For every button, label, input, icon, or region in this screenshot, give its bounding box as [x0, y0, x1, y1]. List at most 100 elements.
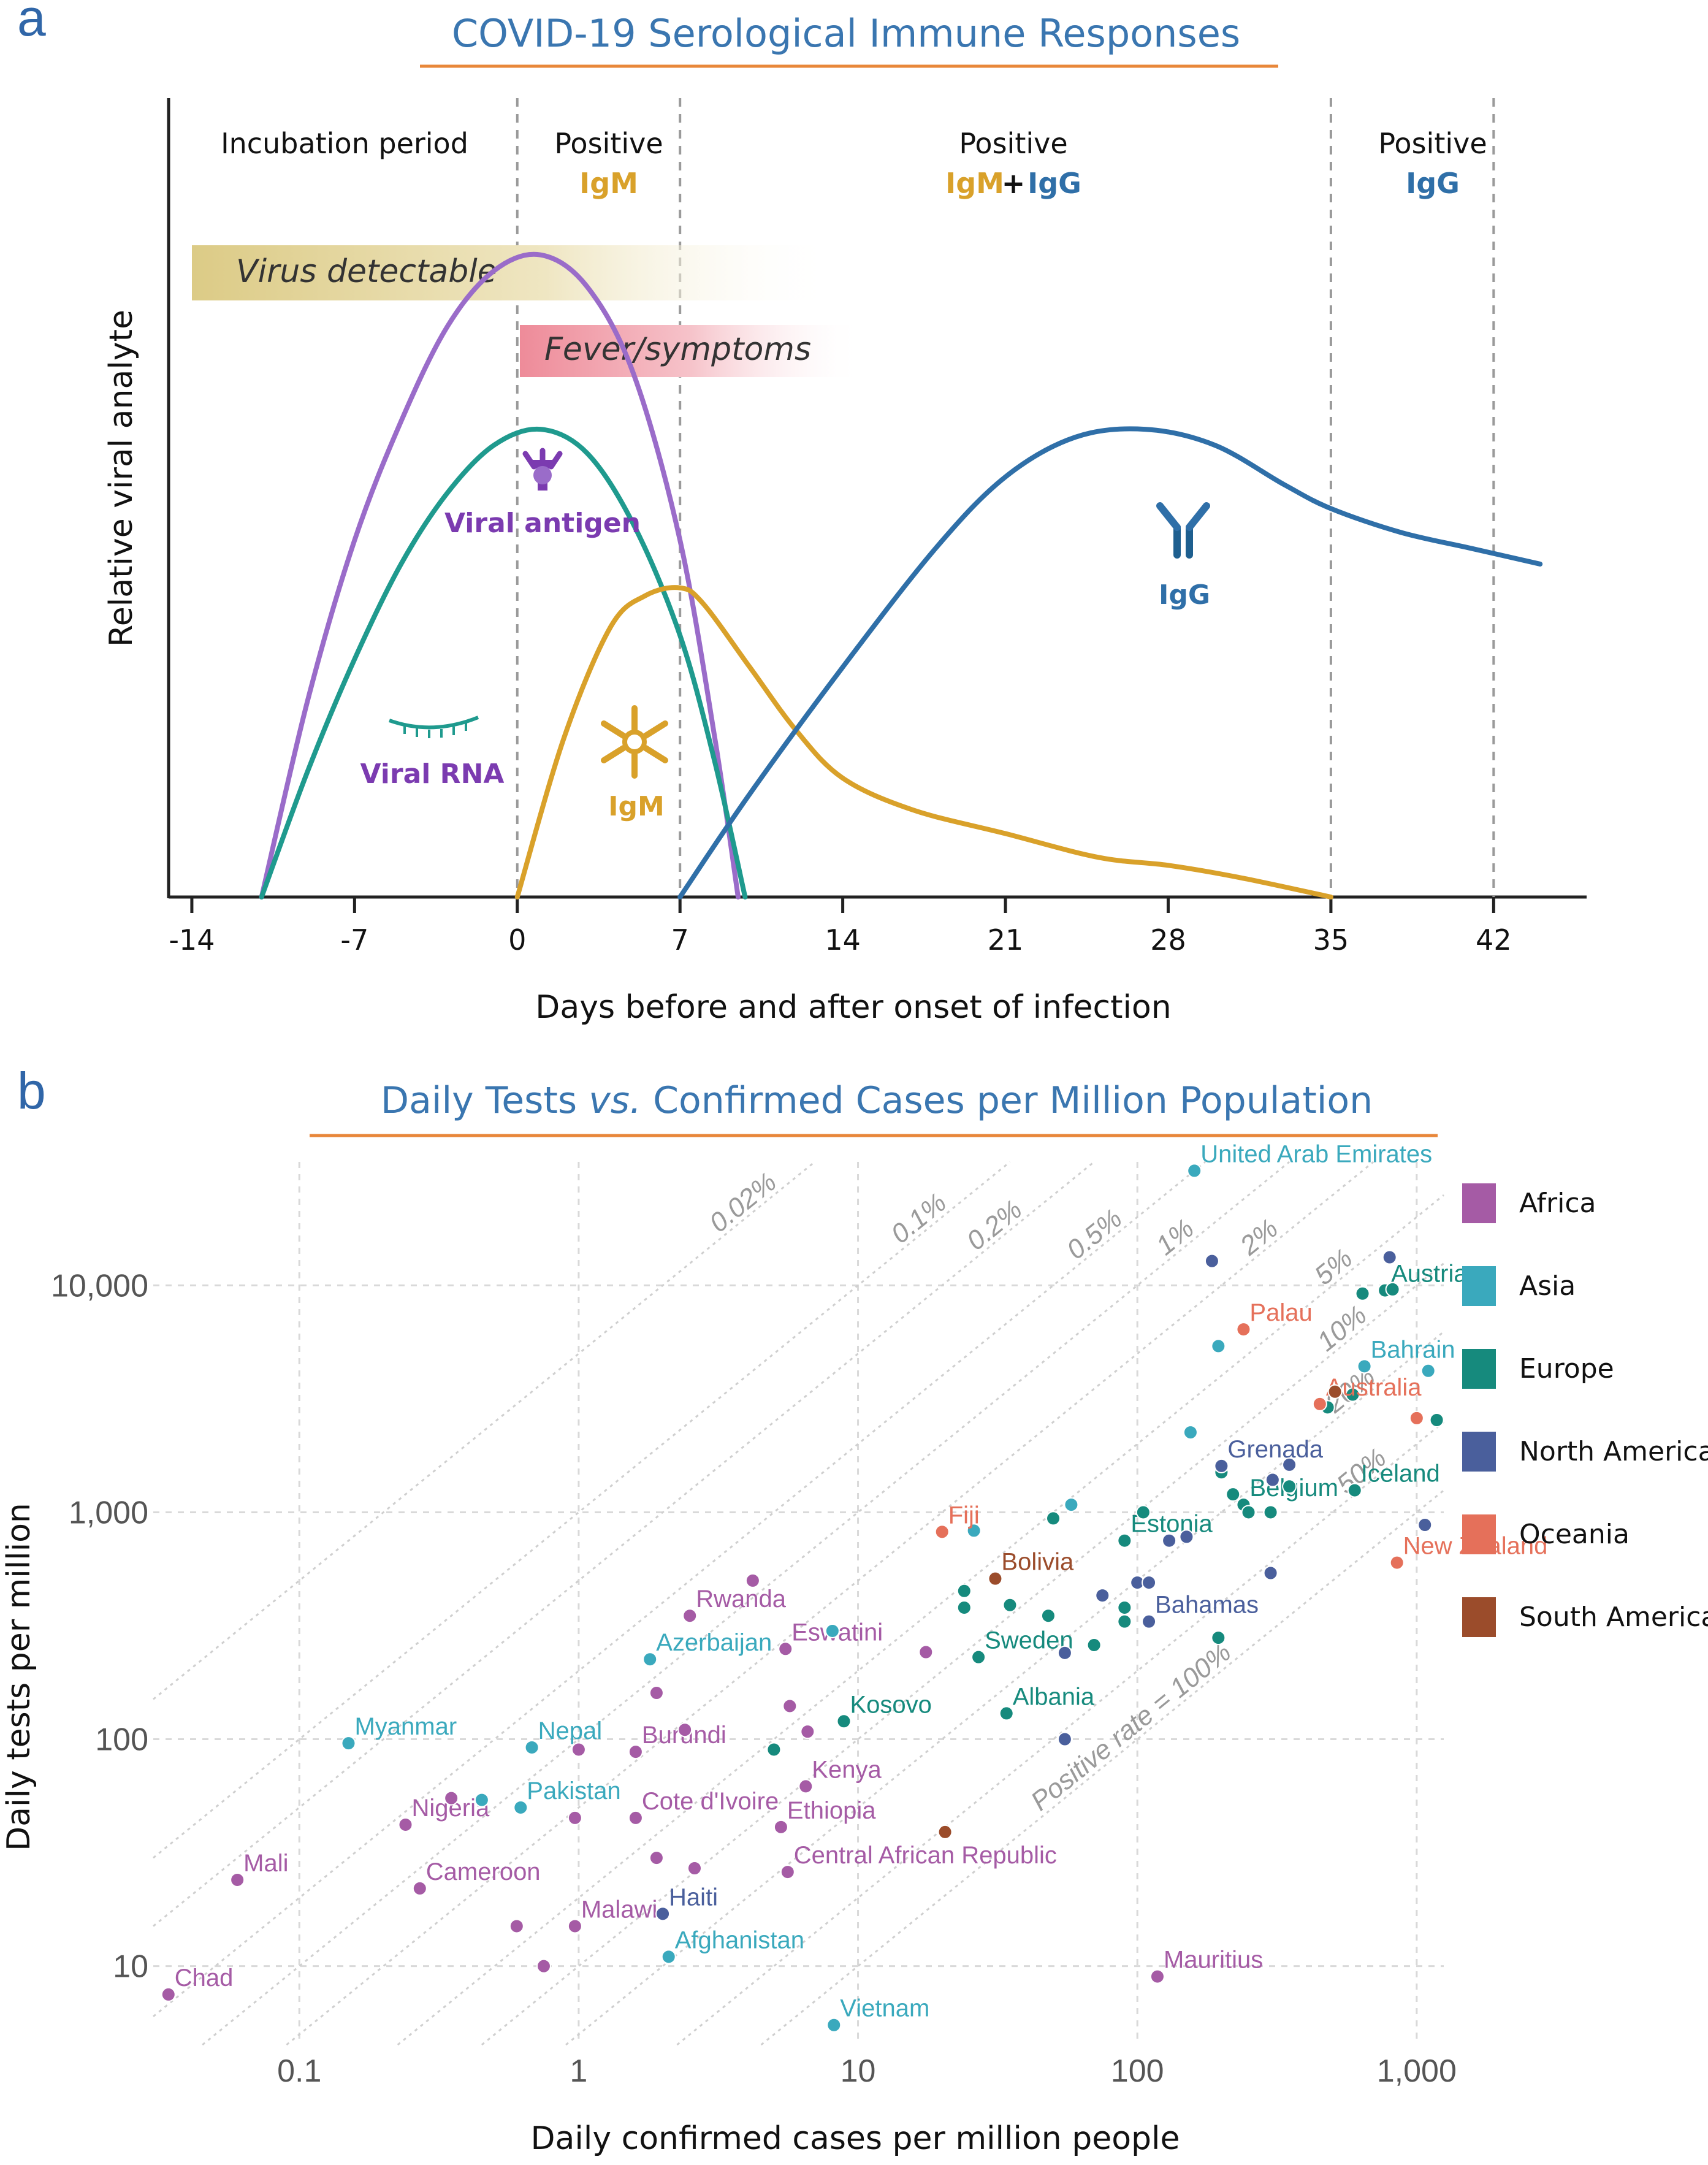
data-point: [1409, 1410, 1424, 1426]
period-label: Incubation period: [221, 127, 468, 160]
viral-antigen-label: Viral antigen: [444, 508, 641, 539]
data-point: [513, 1800, 528, 1815]
point-label: Mauritius: [1164, 1947, 1263, 1974]
data-point: [825, 1623, 840, 1638]
positive-rate-label: 1%: [1151, 1213, 1200, 1261]
data-point: [567, 1810, 582, 1825]
data-point: [1183, 1425, 1198, 1440]
point-label: Kenya: [812, 1756, 882, 1783]
data-point: [937, 1824, 953, 1839]
panel-a-x-ticks: -14 -7 0 7 14 21 28 35 42: [169, 897, 1512, 956]
period-igm: IgM: [579, 167, 638, 200]
y-tick-label: 1,000: [69, 1495, 148, 1530]
data-point: [918, 1644, 934, 1660]
data-point: [1179, 1529, 1194, 1545]
panel-b-title: Daily Tests vs. Confirmed Cases per Mill…: [381, 1079, 1373, 1122]
positive-rate-line: [153, 1161, 1095, 1927]
legend-swatch: [1462, 1183, 1496, 1223]
data-point: [1241, 1505, 1256, 1520]
data-point: [536, 1958, 551, 1974]
data-point: [398, 1817, 413, 1832]
period-positive-igm: Positive IgM: [554, 127, 663, 200]
data-point: [798, 1779, 814, 1794]
legend-label: Asia: [1519, 1270, 1576, 1302]
data-point: [1142, 1614, 1157, 1629]
x-tick-label: 35: [1313, 923, 1349, 956]
data-point: [1263, 1565, 1278, 1581]
viral-antigen-icon: [522, 448, 563, 491]
igm-label: IgM: [608, 791, 665, 822]
panel-b-grid: [153, 1162, 1444, 2045]
positive-rate-label: 0.2%: [961, 1194, 1028, 1256]
point-label: Cameroon: [426, 1858, 541, 1885]
period-positive-igg: Positive IgG: [1378, 127, 1487, 200]
data-point: [766, 1742, 782, 1757]
data-point: [773, 1819, 788, 1835]
panel-b-points: ChadMaliNigeriaCameroonMalawiRwandaBurun…: [161, 1140, 1547, 2033]
positive-rate-line: [153, 1161, 1206, 2017]
x-tick-label: 1: [570, 2053, 587, 2089]
positive-rate-label: 0.1%: [885, 1188, 952, 1250]
point-label: Fiji: [948, 1502, 980, 1529]
data-point: [1040, 1608, 1056, 1624]
igg-curve: [677, 426, 1543, 899]
data-point: [341, 1736, 356, 1751]
data-point: [956, 1600, 972, 1615]
data-point: [1142, 1575, 1157, 1590]
point-label: Bahrain: [1371, 1336, 1455, 1363]
data-point: [1382, 1250, 1397, 1265]
period-igm: IgM: [945, 167, 1004, 200]
data-point: [1057, 1645, 1072, 1660]
legend-item: Oceania: [1462, 1514, 1630, 1554]
data-point: [524, 1739, 539, 1755]
data-point: [1355, 1286, 1370, 1301]
data-point: [1327, 1384, 1343, 1399]
point-label: Nepal: [538, 1717, 603, 1744]
x-tick-label: 42: [1476, 923, 1512, 956]
legend-swatch: [1462, 1349, 1496, 1389]
data-point: [474, 1792, 489, 1808]
x-tick-label: 1,000: [1377, 2053, 1457, 2089]
panel-b-letter: b: [17, 1062, 46, 1120]
legend-item: South America: [1462, 1597, 1708, 1637]
panel-a: a COVID-19 Serological Immune Responses …: [17, 0, 1587, 1026]
y-tick-label: 100: [95, 1722, 148, 1758]
point-label: Chad: [175, 1965, 234, 1991]
positive-rate-line: [481, 1262, 1444, 2046]
point-label: Azerbaijan: [656, 1629, 772, 1656]
data-point: [1226, 1487, 1241, 1502]
igg-icon: [1156, 502, 1210, 559]
data-point: [1204, 1253, 1219, 1269]
data-point: [661, 1949, 676, 1965]
fever-bar: [520, 325, 863, 377]
data-point: [1429, 1412, 1444, 1427]
data-point: [966, 1523, 982, 1538]
data-point: [628, 1744, 643, 1760]
positive-rate-label: Positive rate = 100%: [1025, 1637, 1237, 1817]
panel-a-period-dividers: [516, 98, 1495, 897]
data-point: [649, 1686, 664, 1701]
point-label: Myanmar: [354, 1713, 457, 1740]
point-label: Palau: [1249, 1299, 1312, 1326]
data-point: [161, 1987, 176, 2002]
legend-label: South America: [1519, 1602, 1708, 1633]
data-point: [677, 1722, 693, 1738]
legend-item: North America: [1462, 1432, 1708, 1472]
title-part: Daily Tests: [381, 1079, 589, 1122]
data-point: [1046, 1511, 1061, 1526]
x-tick-label: 10: [841, 2053, 876, 2089]
data-point: [988, 1571, 1003, 1586]
data-point: [1211, 1338, 1226, 1354]
positive-rate-label: 0.5%: [1061, 1203, 1128, 1265]
data-point: [1002, 1597, 1018, 1613]
period-incubation: Incubation period: [221, 127, 468, 160]
data-point: [1282, 1457, 1297, 1472]
data-point: [1086, 1637, 1102, 1652]
period-igg: IgG: [1027, 167, 1081, 200]
igg-label: IgG: [1159, 579, 1210, 611]
legend-swatch: [1462, 1432, 1496, 1472]
legend-swatch: [1462, 1597, 1496, 1637]
data-point: [1263, 1505, 1278, 1520]
period-label: Positive: [1378, 127, 1487, 160]
data-point: [1345, 1387, 1360, 1402]
